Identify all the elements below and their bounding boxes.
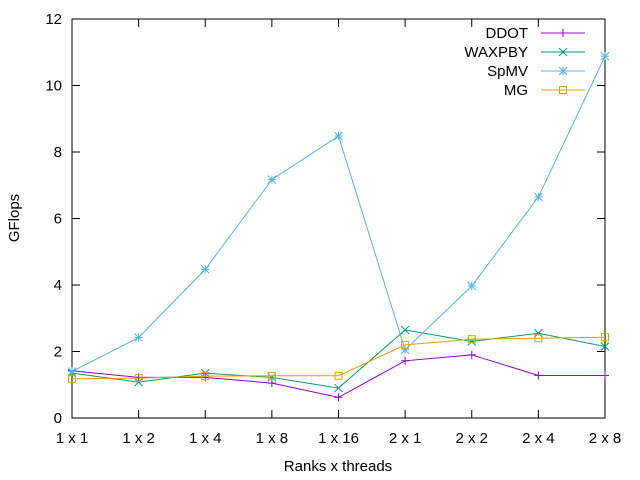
data-point bbox=[334, 371, 343, 380]
series-mg bbox=[68, 333, 609, 383]
data-point-d bbox=[334, 383, 343, 393]
y-tick-label: 4 bbox=[54, 277, 62, 294]
data-point-d2 bbox=[534, 192, 543, 202]
y-tick-label: 10 bbox=[45, 78, 62, 95]
y-tick-label: 8 bbox=[54, 144, 62, 161]
data-point bbox=[201, 372, 210, 381]
data-point-d2 bbox=[267, 175, 277, 184]
x-axis-label: Ranks x threads bbox=[284, 458, 392, 475]
data-point-d2 bbox=[600, 51, 610, 61]
series-line-spmv bbox=[71, 56, 606, 372]
legend-label: SpMV bbox=[487, 63, 528, 80]
data-point-d2 bbox=[400, 345, 410, 355]
data-point-d2 bbox=[200, 265, 210, 274]
x-tick-label: 1 x 8 bbox=[256, 430, 289, 447]
x-tick-label: 2 x 4 bbox=[522, 430, 555, 447]
data-point-d bbox=[600, 342, 610, 351]
data-point bbox=[68, 374, 76, 383]
data-point-d bbox=[267, 373, 277, 382]
data-point bbox=[601, 333, 609, 342]
data-point bbox=[467, 335, 476, 344]
data-point bbox=[267, 371, 276, 380]
axis-ticks: 0 2 4 6 8 10 12 1 x 1 1 x 2 1 x 4 1 x 8 1 x 16 2 x 1… bbox=[45, 11, 621, 447]
data-point bbox=[134, 374, 143, 383]
legend-marker-d bbox=[558, 47, 568, 57]
data-point-d2 bbox=[134, 333, 143, 342]
data-point bbox=[534, 334, 543, 343]
series-layer bbox=[67, 51, 610, 402]
x-tick-label: 1 x 2 bbox=[122, 430, 155, 447]
x-tick-label: 1 x 4 bbox=[189, 430, 222, 447]
data-point-d2 bbox=[67, 367, 77, 376]
data-point-d2 bbox=[467, 281, 477, 291]
data-point-d2 bbox=[334, 131, 343, 141]
legend-marker bbox=[559, 86, 567, 94]
y-tick-label: 0 bbox=[54, 410, 62, 427]
y-tick-label: 2 bbox=[54, 344, 62, 361]
series-spmv bbox=[67, 51, 610, 376]
x-tick-label: 1 x 16 bbox=[318, 430, 359, 447]
x-tick-label: 1 x 1 bbox=[56, 430, 89, 447]
series-line-mg bbox=[71, 336, 606, 380]
y-tick-label: 12 bbox=[45, 11, 62, 28]
x-tick-label: 2 x 8 bbox=[589, 430, 622, 447]
x-tick-label: 2 x 1 bbox=[389, 430, 422, 447]
x-tick-label: 2 x 2 bbox=[455, 430, 488, 447]
data-point-d bbox=[534, 328, 543, 338]
y-axis-label: GFlops bbox=[6, 194, 23, 242]
legend-label: DDOT bbox=[486, 25, 529, 42]
y-tick-label: 6 bbox=[54, 211, 62, 228]
data-point-d bbox=[400, 325, 410, 335]
data-point bbox=[401, 340, 410, 349]
legend: DDOT WAXPBY SpMV MG bbox=[464, 25, 585, 99]
legend-label: WAXPBY bbox=[464, 44, 528, 61]
series-waxpby bbox=[67, 325, 610, 393]
legend-marker-d2 bbox=[558, 66, 568, 76]
legend-label: MG bbox=[504, 82, 528, 99]
